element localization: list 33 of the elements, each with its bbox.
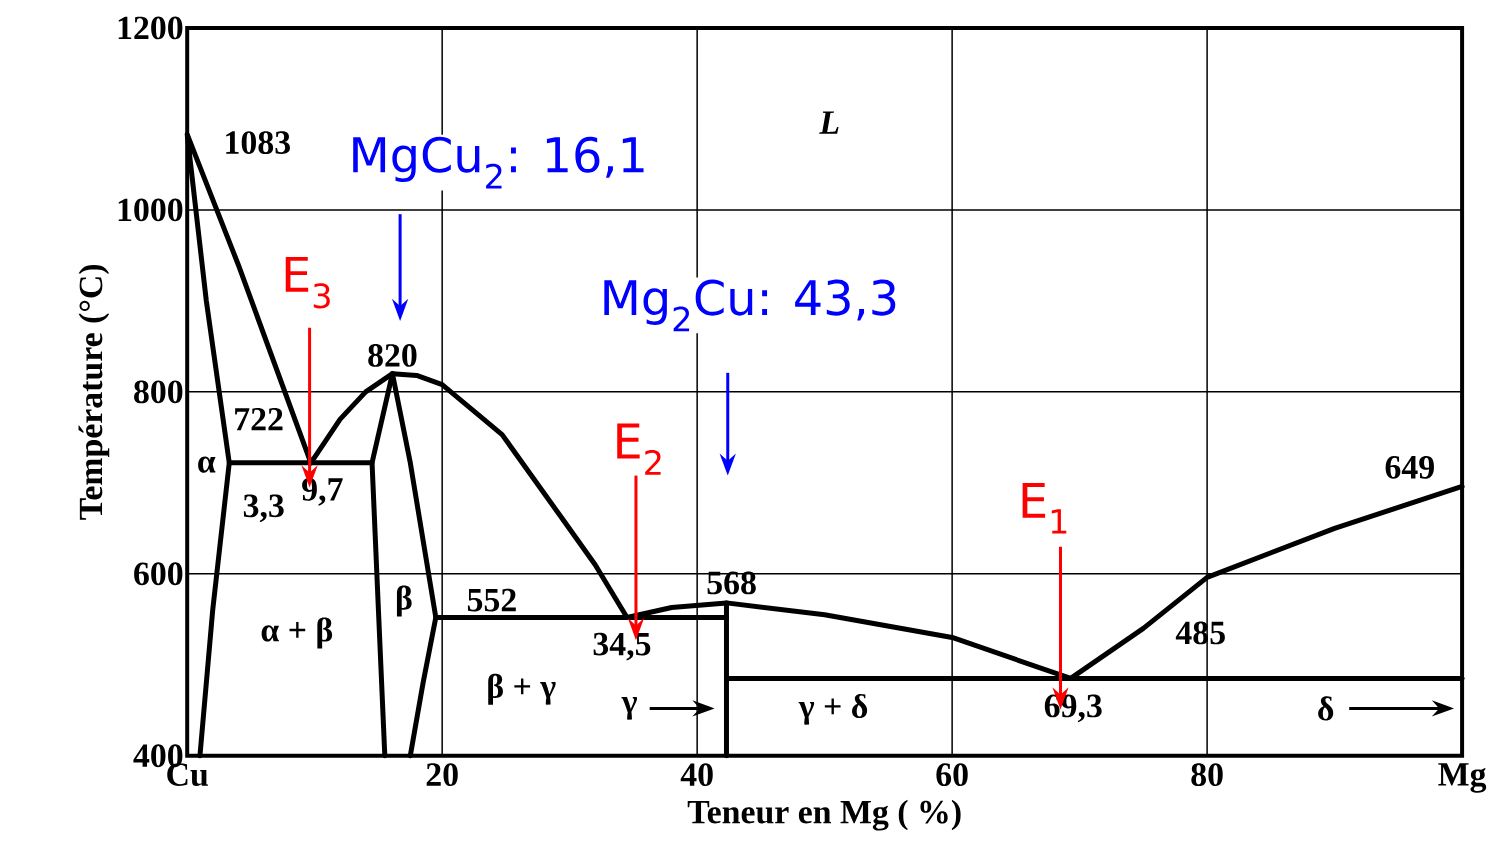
- annotation: 649: [1385, 456, 1434, 479]
- annotation: γ + δ: [798, 694, 868, 725]
- annotation: E$_{3}$: [285, 257, 330, 309]
- annotation: 3,3: [243, 494, 284, 523]
- annotation: E$_{2}$: [617, 423, 661, 475]
- x-tick-label: 80: [1191, 763, 1223, 787]
- y-tick-label: 1200: [118, 16, 183, 40]
- annotation: MgCu$_{2}$: 16,1: [353, 136, 644, 189]
- annotation: 9,7: [302, 478, 343, 506]
- annotation: γ: [621, 697, 638, 720]
- x-tick-label: Mg: [1438, 763, 1487, 794]
- x-tick-label: 60: [936, 763, 968, 787]
- annotation: 722: [235, 408, 283, 431]
- y-tick-label: 1000: [118, 198, 183, 222]
- annotation: δ: [1318, 696, 1334, 721]
- y-tick-label: 800: [134, 380, 183, 404]
- x-tick-label: 40: [680, 763, 713, 787]
- annotation: 34,5: [593, 632, 651, 661]
- x-axis-title: Teneur en Mg ( %): [687, 799, 961, 831]
- annotation: α: [198, 456, 216, 473]
- y-tick-label: 600: [134, 562, 183, 586]
- annotation: β: [396, 585, 412, 617]
- annotation: β + γ: [488, 674, 556, 706]
- x-tick-label: 20: [426, 763, 458, 787]
- annotation: E$_{1}$: [1022, 483, 1067, 534]
- annotation: 552: [467, 589, 516, 612]
- annotation: L: [819, 111, 839, 134]
- annotation: Mg$_{2}$Cu: 43,3: [604, 279, 896, 332]
- annotation: 69,3: [1044, 694, 1102, 723]
- annotation: α + β: [261, 617, 333, 649]
- annotation: 1083: [226, 131, 290, 155]
- y-axis-title: Température (°C): [78, 265, 110, 520]
- annotation: 820: [368, 344, 417, 368]
